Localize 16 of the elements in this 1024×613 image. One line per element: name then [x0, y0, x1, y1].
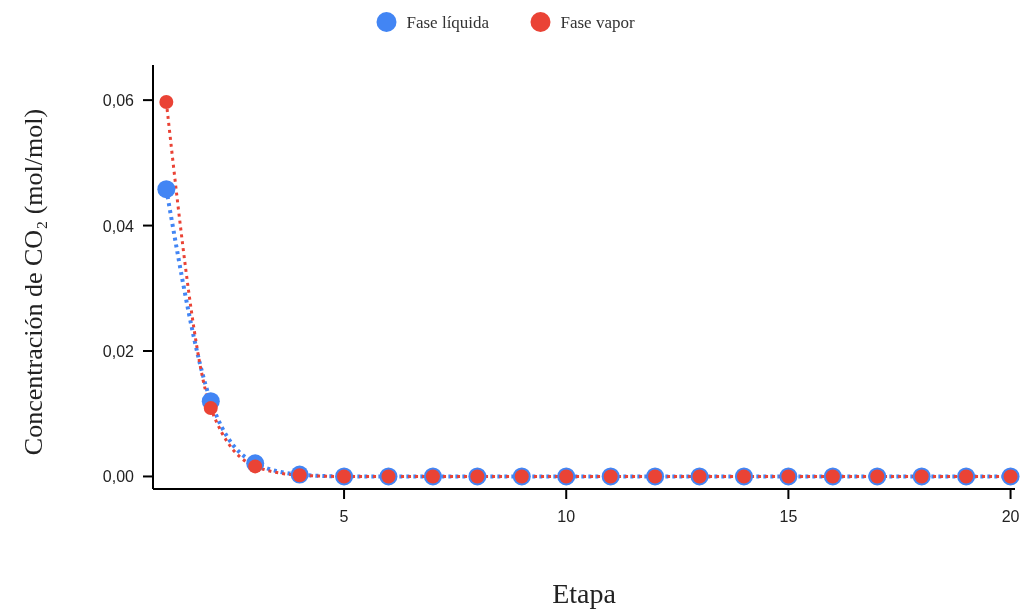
y-tick-label: 0,04: [102, 217, 135, 235]
point: [248, 459, 263, 474]
y-tick-label: 0,06: [102, 92, 135, 110]
y-tick-label: 0,02: [102, 343, 135, 361]
y-tick-label: 0,00: [102, 468, 135, 486]
point: [159, 95, 174, 110]
x-tick-label: 10: [557, 508, 576, 525]
x-tick-label: 5: [339, 508, 349, 525]
point: [203, 401, 218, 416]
x-tick-label: 20: [1001, 508, 1020, 525]
legend-label: Fase vapor: [560, 13, 635, 32]
x-axis-title: Etapa: [552, 578, 617, 609]
y-axis-title: Concentración de CO₂ (mol/mol): [19, 108, 48, 456]
legend-label: Fase líquida: [406, 13, 490, 32]
x-tick-label: 15: [779, 508, 798, 525]
point: [157, 180, 176, 199]
